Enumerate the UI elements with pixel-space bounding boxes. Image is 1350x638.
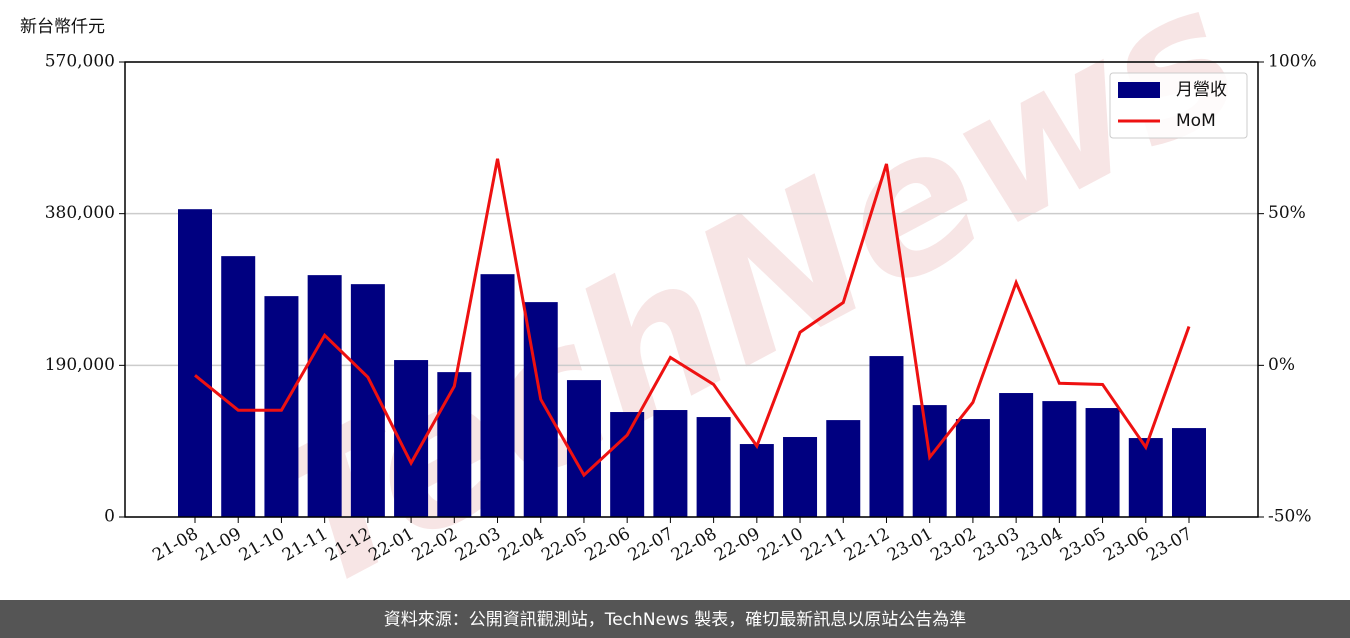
bar xyxy=(1042,401,1077,517)
x-tick-label: 22-08 xyxy=(668,524,720,566)
y2-tick-label: 0% xyxy=(1268,355,1295,375)
x-tick-label: 22-06 xyxy=(581,524,633,566)
bar xyxy=(566,380,601,517)
bar xyxy=(653,410,688,517)
y2-tick-label: 50% xyxy=(1268,203,1306,223)
y-axis-label: 新台幣仟元 xyxy=(20,17,105,37)
y-tick-label: 0 xyxy=(104,507,115,527)
bar xyxy=(955,419,990,517)
y-tick-label: 380,000 xyxy=(45,203,115,223)
x-tick-label: 23-03 xyxy=(970,524,1022,566)
legend-label: 月營收 xyxy=(1176,80,1227,100)
bar xyxy=(264,296,299,517)
footer-bar xyxy=(0,600,1350,638)
bar xyxy=(437,372,472,517)
bar xyxy=(739,444,774,517)
bar xyxy=(696,417,731,517)
x-tick-label: 23-02 xyxy=(927,524,979,566)
y2-tick-label: 100% xyxy=(1268,52,1317,72)
bar xyxy=(1128,438,1163,517)
plot-frame xyxy=(124,61,1259,518)
bar xyxy=(999,393,1034,517)
x-tick-label: 22-09 xyxy=(711,524,763,566)
bar xyxy=(1172,428,1206,517)
bar xyxy=(869,356,904,517)
bar xyxy=(221,256,256,517)
x-tick-label: 23-04 xyxy=(1014,524,1066,566)
x-tick-label: 22-11 xyxy=(798,524,850,566)
x-tick-label: 23-06 xyxy=(1100,524,1152,566)
bar xyxy=(912,405,947,517)
footer: 資料來源：公開資訊觀測站，TechNews 製表，確切最新訊息以原站公告為準 xyxy=(384,610,966,630)
x-tick-label: 23-07 xyxy=(1143,524,1195,566)
x-tick-label: 21-09 xyxy=(193,524,245,566)
x-tick-label: 21-10 xyxy=(236,524,288,566)
bar xyxy=(178,209,212,518)
bar xyxy=(307,275,342,517)
x-tick-label: 23-05 xyxy=(1057,524,1109,566)
x-tick-label: 22-12 xyxy=(841,524,893,566)
legend-label: MoM xyxy=(1176,111,1216,131)
legend-swatch xyxy=(1118,82,1160,98)
bar xyxy=(1085,408,1120,517)
x-tick-label: 23-01 xyxy=(884,524,936,566)
line xyxy=(194,158,1191,478)
x-tick-label: 21-08 xyxy=(149,524,201,566)
bar xyxy=(480,274,515,517)
y-tick-label: 190,000 xyxy=(45,355,115,375)
y-tick-label: 570,000 xyxy=(45,52,115,72)
bar xyxy=(826,420,861,517)
x-tick-label: 22-10 xyxy=(754,524,806,566)
x-tick-label: 22-07 xyxy=(625,524,677,566)
bar xyxy=(610,412,645,517)
y2-tick-label: -50% xyxy=(1268,507,1312,527)
bar xyxy=(783,437,818,517)
x-tick-label: 22-05 xyxy=(538,524,590,566)
